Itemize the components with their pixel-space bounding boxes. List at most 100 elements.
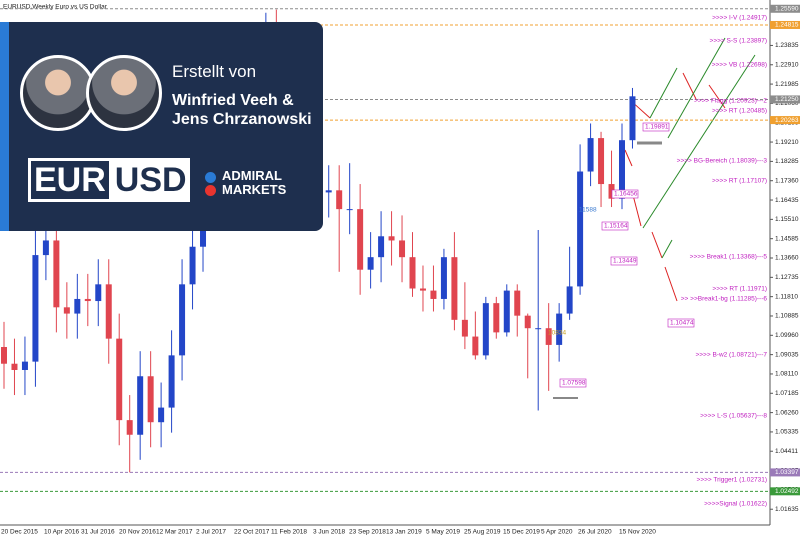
candle-body: [32, 255, 39, 362]
stripe: [0, 22, 9, 231]
y-tick-label: 1.07185: [775, 390, 799, 397]
candle-body: [367, 257, 374, 270]
candle-body: [461, 319, 468, 337]
candle-body: [514, 290, 521, 316]
x-tick-label: 2 Jul 2017: [196, 529, 226, 536]
annotation: >>>> Flagg (1.20923)---2: [694, 98, 767, 105]
x-tick-label: 15 Nov 2020: [619, 529, 656, 536]
candle-body: [189, 246, 196, 285]
y-tick-label: 1.08110: [775, 371, 798, 378]
annotation: >>>>Signal (1.01622): [704, 501, 767, 508]
x-tick-label: 10 Apr 2016: [44, 529, 79, 536]
annotation: >>>> I-V (1.24917): [712, 15, 767, 22]
y-tick-label: 1.01635: [775, 506, 799, 513]
level-label: 1.02492: [775, 488, 799, 495]
arrow: [708, 84, 726, 109]
candle-body: [357, 209, 364, 270]
y-tick-label: 1.14585: [775, 235, 799, 242]
x-tick-label: 15 Dec 2019: [503, 529, 540, 536]
author: Jens Chrzanowski: [172, 111, 312, 128]
level-box: [770, 4, 800, 13]
chart-title: EURUSD,Weekly Euro vs US Dollar: [3, 4, 108, 11]
x-tick-label: 31 Jul 2016: [81, 529, 115, 536]
x-tick-label: 12 Mar 2017: [156, 529, 193, 536]
candle-body: [440, 257, 447, 299]
y-tick-label: 1.09960: [775, 332, 799, 339]
annotation: >> >>Break1-bg (1.11285)---6: [681, 296, 768, 303]
y-tick-label: 1.09035: [775, 351, 799, 358]
candle-body: [325, 190, 332, 193]
candle-body: [482, 303, 489, 356]
candle-body: [95, 284, 102, 302]
candle-body: [419, 288, 426, 291]
y-tick-label: 1.11810: [775, 293, 798, 300]
annotation: >>>> RT (1.11971): [712, 286, 767, 293]
price-box: [642, 122, 670, 132]
arrow: [649, 67, 678, 119]
candle-body: [63, 307, 70, 314]
x-tick-label: 26 Jul 2020: [578, 529, 612, 536]
annotation: >>>> Trigger1 (1.02731): [697, 477, 767, 484]
candle-body: [472, 336, 479, 356]
y-tick-label: 1.13660: [775, 255, 799, 262]
y-tick-label: 1.18285: [775, 158, 799, 165]
candle-body: [524, 315, 531, 329]
chart-note: 10834: [548, 330, 566, 337]
candle-body: [587, 138, 594, 172]
annotation: >>>> Break1 (1.13368)---5: [690, 254, 768, 261]
annotation: >>>> B-w2 (1.08721)---7: [695, 352, 767, 359]
logo-left: EUR: [28, 158, 112, 202]
candle-body: [577, 171, 584, 287]
arrow: [642, 54, 756, 229]
candle-body: [168, 355, 175, 408]
candle-body: [53, 240, 60, 308]
candle-body: [451, 257, 458, 320]
x-tick-label: 23 Sep 2018: [349, 529, 386, 536]
price-box: [611, 189, 639, 199]
y-tick-label: 1.23835: [775, 42, 799, 49]
annotation: >>>> VB (1.22698): [712, 62, 767, 69]
candle-body: [545, 328, 552, 345]
y-tick-label: 1.10885: [775, 313, 799, 320]
x-tick-label: 5 May 2019: [426, 529, 460, 536]
candle-body: [608, 184, 615, 199]
candle-body: [556, 313, 563, 345]
y-tick-label: 1.04411: [775, 448, 798, 455]
y-tick-label: 1.06260: [775, 409, 799, 416]
candle-body: [619, 140, 625, 199]
price-box: [610, 256, 638, 266]
candle-body: [503, 290, 510, 333]
price-box: [601, 221, 629, 231]
chart-note: 11588: [579, 207, 597, 214]
brand-dot: [205, 172, 216, 183]
arrow: [667, 37, 726, 139]
price-box-label: 1.10474: [670, 320, 694, 327]
avatar: [20, 55, 96, 131]
brand-dot: [205, 185, 216, 196]
price-box: [559, 378, 587, 388]
y-tick-label: 1.17360: [775, 177, 799, 184]
candle-body: [84, 298, 91, 302]
candle-body: [629, 96, 636, 141]
y-tick-label: 1.15510: [775, 216, 799, 223]
level-label: 1.21250: [775, 96, 799, 103]
x-tick-label: 20 Dec 2015: [1, 529, 38, 536]
x-tick-label: 5 Apr 2020: [541, 529, 573, 536]
arrow: [624, 149, 633, 167]
annotation: >>>> RT (1.20485): [712, 108, 767, 115]
level-box: [770, 116, 800, 125]
candle-body: [430, 290, 437, 299]
candle-body: [409, 257, 416, 289]
candle-body: [493, 303, 500, 333]
price-box-label: 1.15164: [604, 223, 628, 230]
candle-body: [535, 328, 542, 330]
candle-body: [346, 209, 353, 211]
x-tick-label: 20 Nov 2016: [119, 529, 156, 536]
x-tick-label: 22 Oct 2017: [234, 529, 270, 536]
price-box: [667, 318, 695, 328]
candle-body: [11, 363, 18, 370]
candle-body: [74, 298, 81, 314]
x-tick-label: 13 Jan 2019: [386, 529, 422, 536]
y-tick-label: 1.19210: [775, 139, 799, 146]
